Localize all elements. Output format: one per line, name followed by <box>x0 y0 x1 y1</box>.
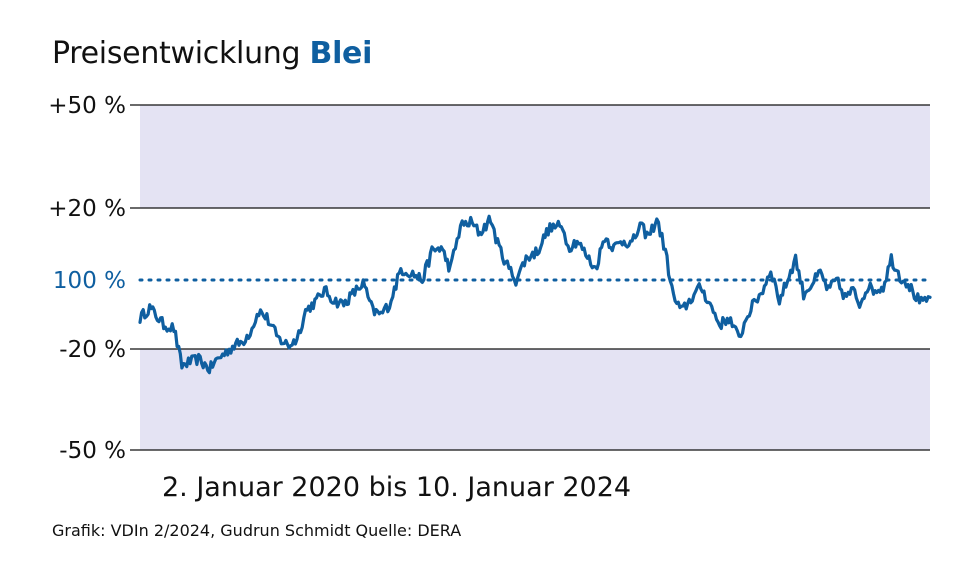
price-chart: +50 % +20 % 100 % -20 % -50 % <box>48 93 932 464</box>
shaded-band-upper <box>140 105 930 208</box>
title-metal: Blei <box>309 36 373 71</box>
y-tick-label: +50 % <box>48 93 126 119</box>
y-tick-label: +20 % <box>48 196 126 222</box>
y-tick-label: 100 % <box>53 268 126 294</box>
date-range-label: 2. Januar 2020 bis 10. Januar 2024 <box>162 472 632 503</box>
title-prefix: Preisentwicklung <box>52 36 301 71</box>
chart-title: Preisentwicklung Blei <box>52 34 372 74</box>
source-credit: Grafik: VDIn 2/2024, Gudrun Schmidt Quel… <box>52 521 462 540</box>
y-tick-label: -20 % <box>59 337 126 363</box>
price-series-line <box>138 214 932 375</box>
shaded-band-lower <box>140 349 930 450</box>
y-tick-label: -50 % <box>59 438 126 464</box>
